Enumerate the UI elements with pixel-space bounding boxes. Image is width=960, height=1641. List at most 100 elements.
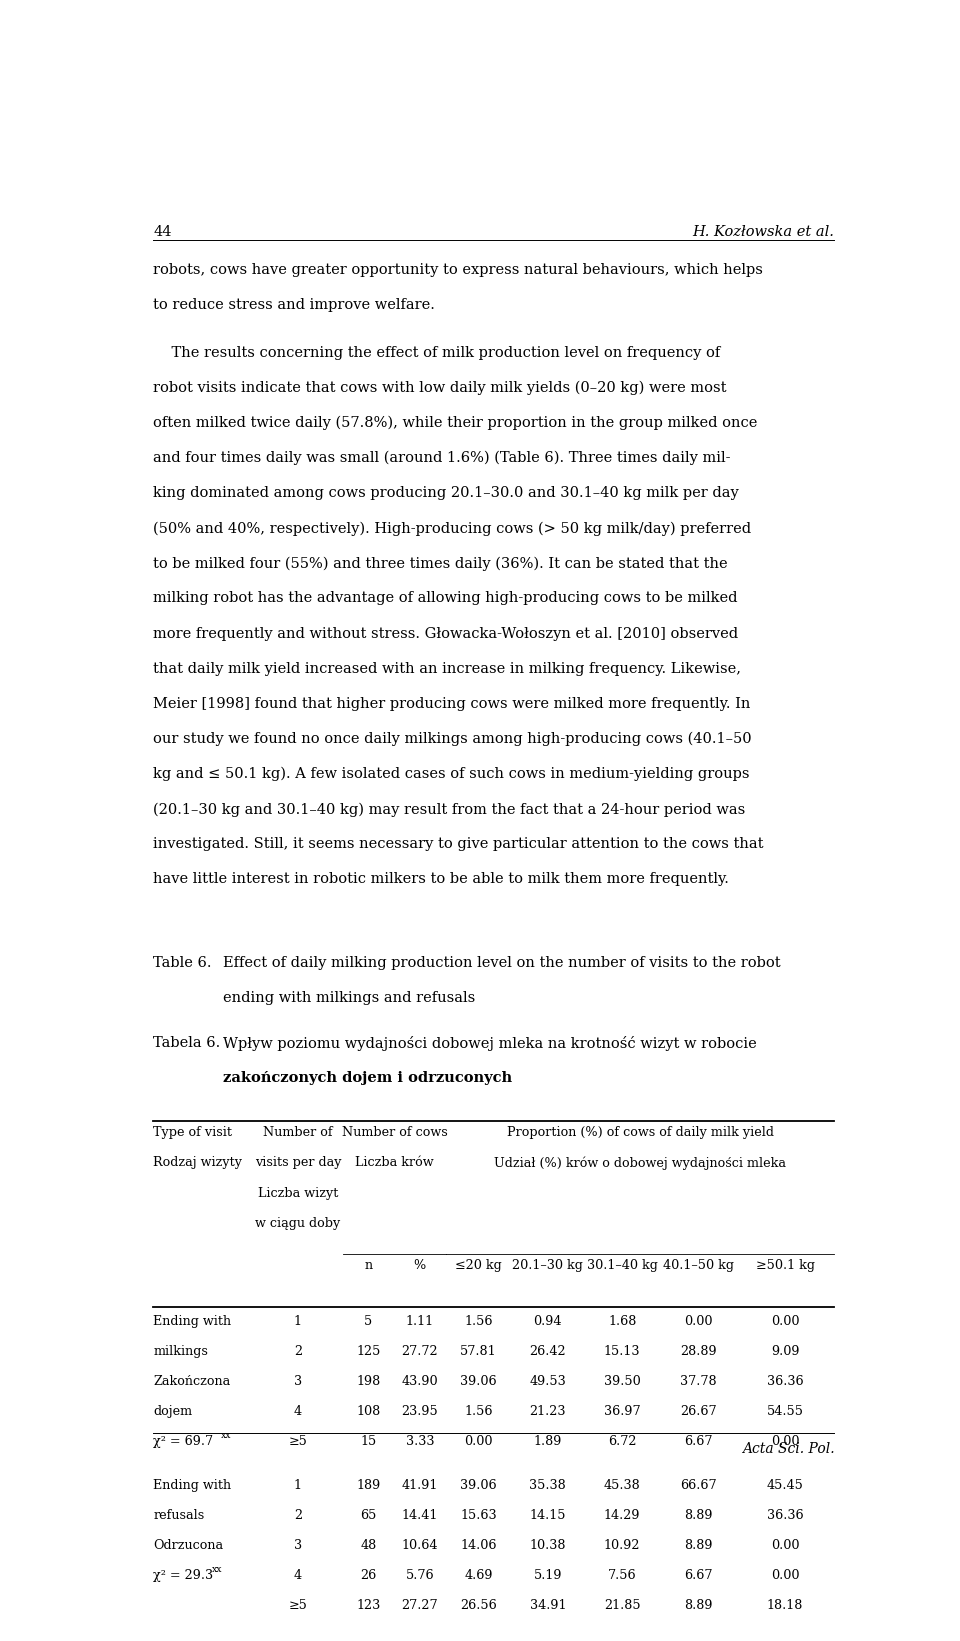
Text: Wpływ poziomu wydajności dobowej mleka na krotność wizyt w robocie: Wpływ poziomu wydajności dobowej mleka n…: [223, 1035, 756, 1050]
Text: Ending with: Ending with: [154, 1479, 231, 1492]
Text: 2: 2: [294, 1344, 301, 1357]
Text: 3: 3: [294, 1375, 301, 1388]
Text: 0.00: 0.00: [771, 1539, 800, 1552]
Text: 6.67: 6.67: [684, 1434, 712, 1447]
Text: Meier [1998] found that higher producing cows were milked more frequently. In: Meier [1998] found that higher producing…: [154, 697, 751, 711]
Text: 57.81: 57.81: [460, 1344, 497, 1357]
Text: 30.1–40 kg: 30.1–40 kg: [587, 1259, 658, 1272]
Text: 6.72: 6.72: [608, 1434, 636, 1447]
Text: Number of cows: Number of cows: [342, 1126, 447, 1139]
Text: 1: 1: [294, 1314, 301, 1328]
Text: 28.89: 28.89: [680, 1344, 716, 1357]
Text: 10.64: 10.64: [401, 1539, 438, 1552]
Text: (20.1–30 kg and 30.1–40 kg) may result from the fact that a 24-hour period was: (20.1–30 kg and 30.1–40 kg) may result f…: [154, 802, 746, 817]
Text: 43.90: 43.90: [401, 1375, 438, 1388]
Text: 26.67: 26.67: [680, 1405, 716, 1418]
Text: 6.67: 6.67: [684, 1569, 712, 1582]
Text: robots, cows have greater opportunity to express natural behaviours, which helps: robots, cows have greater opportunity to…: [154, 263, 763, 277]
Text: Table 6.: Table 6.: [154, 955, 212, 970]
Text: 27.27: 27.27: [401, 1598, 438, 1611]
Text: 44: 44: [154, 225, 172, 238]
Text: to reduce stress and improve welfare.: to reduce stress and improve welfare.: [154, 297, 435, 312]
Text: 45.45: 45.45: [767, 1479, 804, 1492]
Text: Tabela 6.: Tabela 6.: [154, 1035, 221, 1050]
Text: 8.89: 8.89: [684, 1539, 712, 1552]
Text: 189: 189: [356, 1479, 380, 1492]
Text: 26.56: 26.56: [460, 1598, 497, 1611]
Text: n: n: [365, 1259, 372, 1272]
Text: Effect of daily milking production level on the number of visits to the robot: Effect of daily milking production level…: [223, 955, 780, 970]
Text: 1.89: 1.89: [534, 1434, 562, 1447]
Text: 3.33: 3.33: [405, 1434, 434, 1447]
Text: ≥50.1 kg: ≥50.1 kg: [756, 1259, 815, 1272]
Text: 49.53: 49.53: [529, 1375, 566, 1388]
Text: 1.56: 1.56: [465, 1405, 492, 1418]
Text: Liczba krów: Liczba krów: [355, 1157, 434, 1170]
Text: 15.63: 15.63: [460, 1508, 497, 1521]
Text: ending with milkings and refusals: ending with milkings and refusals: [223, 991, 475, 1004]
Text: 8.89: 8.89: [684, 1598, 712, 1611]
Text: 26.42: 26.42: [530, 1344, 566, 1357]
Text: ≥5: ≥5: [288, 1434, 307, 1447]
Text: have little interest in robotic milkers to be able to milk them more frequently.: have little interest in robotic milkers …: [154, 873, 730, 886]
Text: robot visits indicate that cows with low daily milk yields (0–20 kg) were most: robot visits indicate that cows with low…: [154, 381, 727, 395]
Text: 27.72: 27.72: [401, 1344, 438, 1357]
Text: 0.00: 0.00: [465, 1434, 492, 1447]
Text: and four times daily was small (around 1.6%) (Table 6). Three times daily mil-: and four times daily was small (around 1…: [154, 451, 731, 466]
Text: 1.68: 1.68: [608, 1314, 636, 1328]
Text: The results concerning the effect of milk production level on frequency of: The results concerning the effect of mil…: [154, 346, 721, 359]
Text: 40.1–50 kg: 40.1–50 kg: [662, 1259, 733, 1272]
Text: 41.91: 41.91: [401, 1479, 438, 1492]
Text: Liczba wizyt: Liczba wizyt: [257, 1186, 338, 1200]
Text: 18.18: 18.18: [767, 1598, 804, 1611]
Text: Acta Sci. Pol.: Acta Sci. Pol.: [742, 1441, 834, 1456]
Text: 39.50: 39.50: [604, 1375, 640, 1388]
Text: 15: 15: [360, 1434, 376, 1447]
Text: 45.38: 45.38: [604, 1479, 640, 1492]
Text: 26: 26: [360, 1569, 376, 1582]
Text: w ciągu doby: w ciągu doby: [255, 1216, 341, 1229]
Text: visits per day: visits per day: [254, 1157, 341, 1170]
Text: refusals: refusals: [154, 1508, 204, 1521]
Text: 0.00: 0.00: [771, 1314, 800, 1328]
Text: 21.23: 21.23: [530, 1405, 566, 1418]
Text: χ² = 29.3: χ² = 29.3: [154, 1569, 214, 1582]
Text: (50% and 40%, respectively). High-producing cows (> 50 kg milk/day) preferred: (50% and 40%, respectively). High-produc…: [154, 522, 752, 535]
Text: 39.06: 39.06: [460, 1375, 497, 1388]
Text: 4: 4: [294, 1569, 301, 1582]
Text: 1.56: 1.56: [465, 1314, 492, 1328]
Text: 123: 123: [356, 1598, 380, 1611]
Text: 37.78: 37.78: [680, 1375, 716, 1388]
Text: 35.38: 35.38: [529, 1479, 566, 1492]
Text: 34.91: 34.91: [530, 1598, 566, 1611]
Text: 14.29: 14.29: [604, 1508, 640, 1521]
Text: 5: 5: [365, 1314, 372, 1328]
Text: 0.00: 0.00: [684, 1314, 712, 1328]
Text: 39.06: 39.06: [460, 1479, 497, 1492]
Text: 48: 48: [360, 1539, 376, 1552]
Text: 4: 4: [294, 1405, 301, 1418]
Text: Proportion (%) of cows of daily milk yield: Proportion (%) of cows of daily milk yie…: [507, 1126, 774, 1139]
Text: investigated. Still, it seems necessary to give particular attention to the cows: investigated. Still, it seems necessary …: [154, 837, 764, 852]
Text: 15.13: 15.13: [604, 1344, 640, 1357]
Text: 4.69: 4.69: [465, 1569, 492, 1582]
Text: Odrzucona: Odrzucona: [154, 1539, 224, 1552]
Text: 14.15: 14.15: [530, 1508, 566, 1521]
Text: kg and ≤ 50.1 kg). A few isolated cases of such cows in medium-yielding groups: kg and ≤ 50.1 kg). A few isolated cases …: [154, 766, 750, 781]
Text: %: %: [414, 1259, 426, 1272]
Text: 20.1–30 kg: 20.1–30 kg: [513, 1259, 584, 1272]
Text: 65: 65: [360, 1508, 376, 1521]
Text: Ending with: Ending with: [154, 1314, 231, 1328]
Text: 5.76: 5.76: [405, 1569, 434, 1582]
Text: Zakończona: Zakończona: [154, 1375, 230, 1388]
Text: 66.67: 66.67: [680, 1479, 716, 1492]
Text: 8.89: 8.89: [684, 1508, 712, 1521]
Text: 125: 125: [356, 1344, 381, 1357]
Text: xx: xx: [211, 1566, 222, 1574]
Text: Type of visit: Type of visit: [154, 1126, 232, 1139]
Text: 5.19: 5.19: [534, 1569, 562, 1582]
Text: 54.55: 54.55: [767, 1405, 804, 1418]
Text: χ² = 69.7: χ² = 69.7: [154, 1434, 214, 1447]
Text: Rodzaj wizyty: Rodzaj wizyty: [154, 1157, 243, 1170]
Text: milking robot has the advantage of allowing high-producing cows to be milked: milking robot has the advantage of allow…: [154, 591, 738, 606]
